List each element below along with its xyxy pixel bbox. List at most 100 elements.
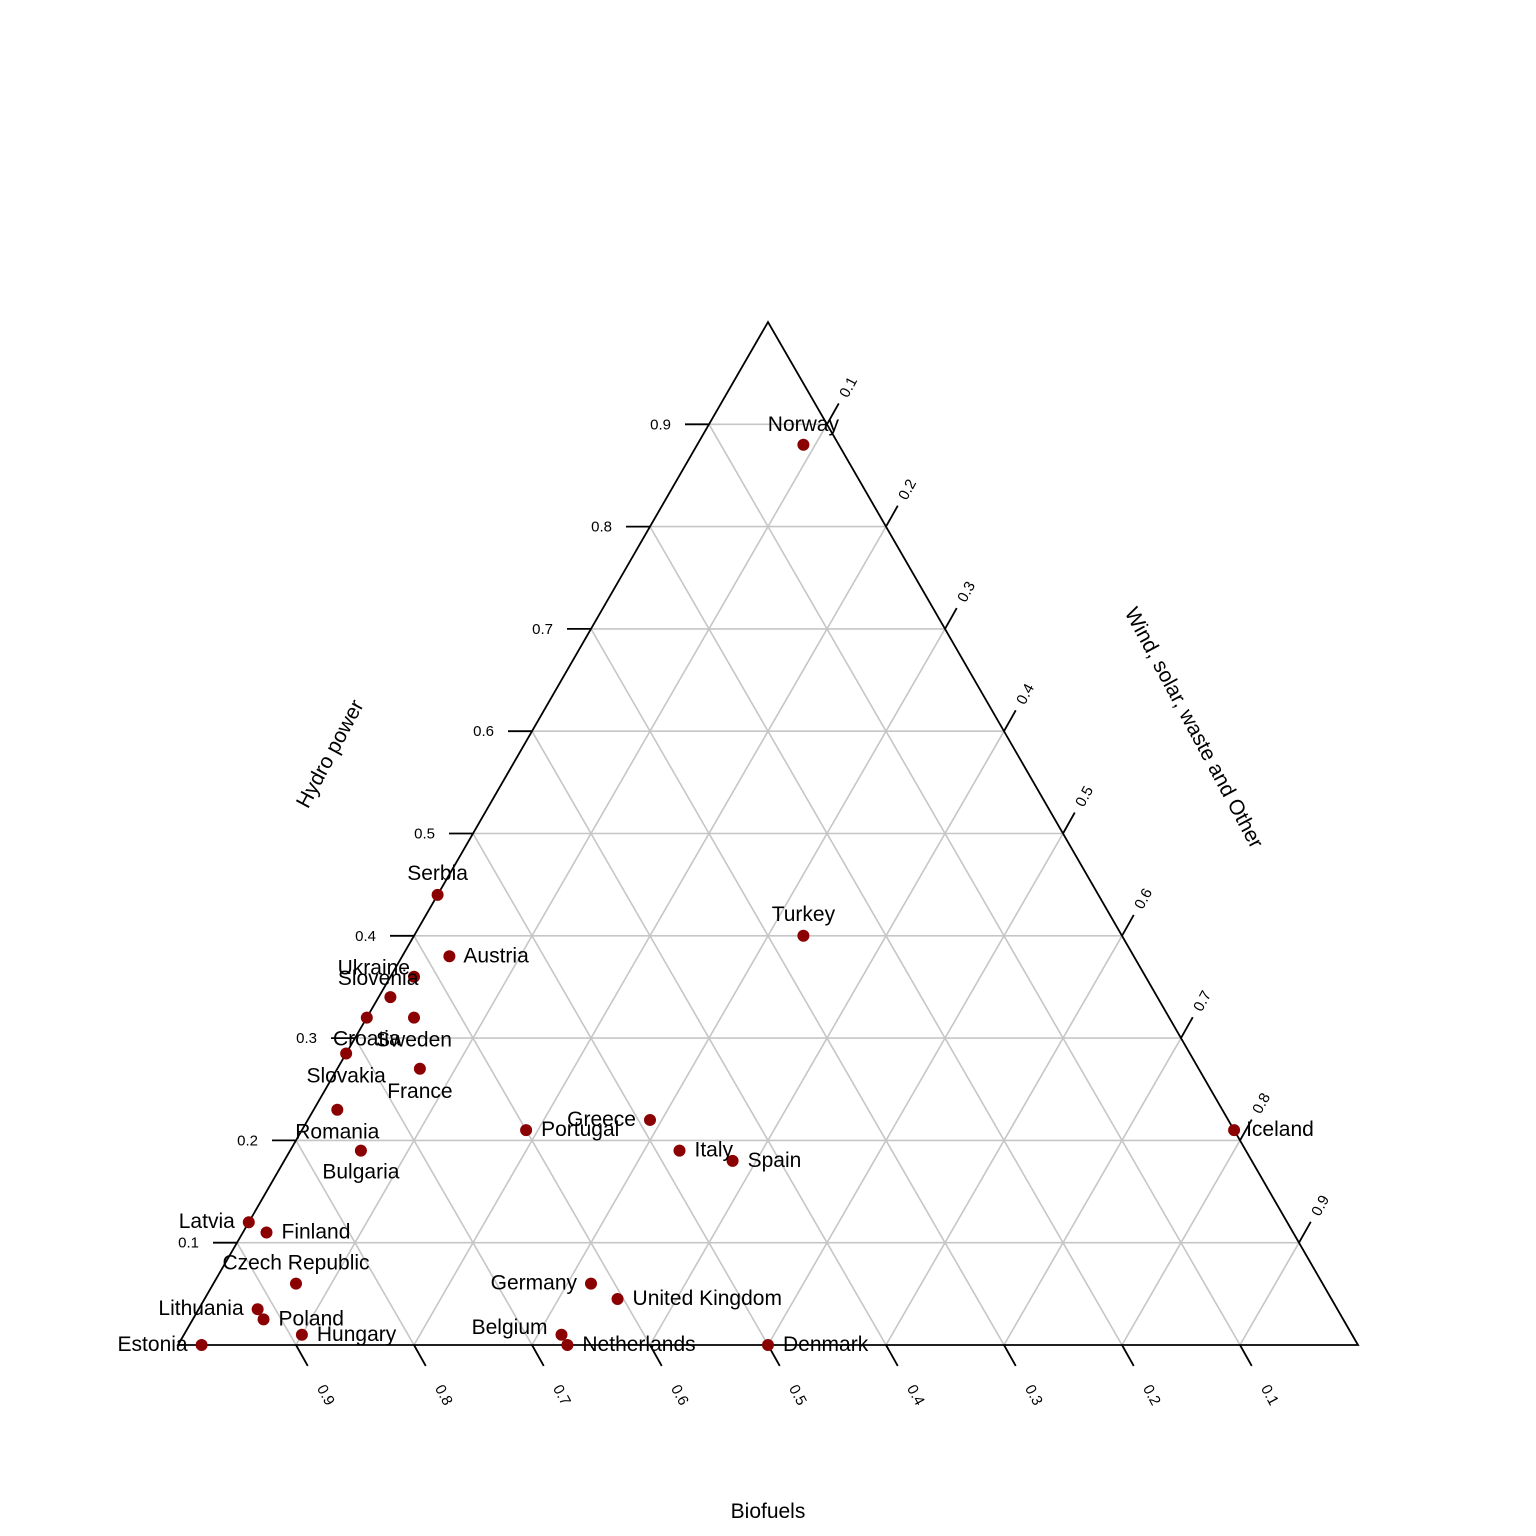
point-finland xyxy=(260,1226,273,1239)
label-ukraine: Ukraine xyxy=(338,957,410,980)
left-tick-label: 0.1 xyxy=(178,1235,199,1252)
label-slovenia: Slovenia xyxy=(338,967,419,990)
bottom-tick-label: 0.5 xyxy=(785,1382,810,1408)
label-italy: Italy xyxy=(695,1139,734,1162)
point-lithuania xyxy=(251,1303,264,1316)
label-united-kingdom: United Kingdom xyxy=(633,1287,782,1310)
label-lithuania: Lithuania xyxy=(158,1297,244,1320)
label-belgium: Belgium xyxy=(472,1316,548,1339)
left-tick-label: 0.8 xyxy=(591,519,612,536)
bottom-tick xyxy=(531,1344,545,1367)
left-tick-label: 0.6 xyxy=(473,723,494,740)
right-tick-label: 0.7 xyxy=(1190,988,1215,1014)
right-tick-label: 0.8 xyxy=(1249,1090,1274,1116)
bottom-tick xyxy=(1003,1344,1017,1367)
label-finland: Finland xyxy=(282,1220,351,1243)
point-united-kingdom xyxy=(611,1292,624,1305)
label-austria: Austria xyxy=(463,944,529,967)
grid-line-biofuels xyxy=(708,423,1241,1346)
point-serbia xyxy=(431,888,444,901)
bottom-tick xyxy=(885,1344,899,1367)
grid-line-biofuels xyxy=(354,1037,533,1346)
point-labels: Norway Serbia Turkey Austria UkraineSlovenia… xyxy=(118,413,1314,1356)
point-croatia xyxy=(360,1011,373,1024)
label-latvia: Latvia xyxy=(179,1210,235,1233)
left-tick-label: 0.9 xyxy=(650,416,671,433)
bottom-tick xyxy=(413,1344,427,1367)
point-denmark xyxy=(762,1339,774,1351)
grid-line-biofuels xyxy=(295,1140,415,1346)
point-iceland xyxy=(1228,1124,1241,1137)
label-bulgaria: Bulgaria xyxy=(322,1161,399,1184)
right-tick-label: 0.5 xyxy=(1072,783,1097,809)
grid-line-wind xyxy=(295,423,828,1346)
label-romania: Romania xyxy=(295,1121,379,1144)
right-tick-label: 0.2 xyxy=(895,476,920,502)
point-sweden xyxy=(408,1011,420,1024)
grid-line-biofuels xyxy=(236,1242,297,1346)
point-italy xyxy=(673,1144,686,1157)
label-sweden: Sweden xyxy=(376,1029,452,1052)
left-tick-label: 0.4 xyxy=(355,928,376,945)
grid-line-wind xyxy=(1239,1242,1300,1346)
left-tick-label: 0.5 xyxy=(414,826,435,843)
bottom-tick-label: 0.8 xyxy=(431,1382,456,1408)
point-france xyxy=(413,1062,426,1075)
right-tick xyxy=(1062,812,1076,834)
point-greece xyxy=(644,1113,656,1126)
bottom-tick xyxy=(1121,1344,1135,1367)
label-poland: Poland xyxy=(279,1307,344,1330)
bottom-tick xyxy=(295,1344,309,1367)
bottom-tick-label: 0.2 xyxy=(1139,1382,1164,1408)
right-tick xyxy=(885,505,899,528)
point-estonia xyxy=(195,1339,208,1351)
label-slovakia: Slovakia xyxy=(306,1064,386,1087)
point-romania xyxy=(331,1103,344,1116)
right-tick-label: 0.9 xyxy=(1308,1193,1333,1219)
left-axis-title: Hydro power xyxy=(292,696,369,812)
bottom-tick-label: 0.4 xyxy=(903,1382,928,1408)
grid-line-wind xyxy=(1003,1037,1182,1346)
label-norway: Norway xyxy=(768,413,840,436)
point-czech-republic xyxy=(290,1277,302,1290)
left-tick-label: 0.2 xyxy=(237,1132,258,1149)
right-tick xyxy=(826,402,840,425)
bottom-axis-title: Biofuels xyxy=(731,1500,806,1523)
right-tick xyxy=(1121,914,1135,937)
right-tick xyxy=(1180,1016,1194,1039)
label-czech-republic: Czech Republic xyxy=(222,1252,369,1275)
point-austria xyxy=(443,950,456,963)
right-tick-label: 0.6 xyxy=(1131,886,1156,912)
point-bulgaria xyxy=(354,1144,367,1157)
point-ukraine xyxy=(408,970,420,983)
label-iceland: Iceland xyxy=(1246,1118,1314,1141)
left-tick-label: 0.3 xyxy=(296,1030,317,1047)
grid-line-biofuels xyxy=(472,833,769,1346)
point-belgium xyxy=(555,1328,568,1341)
bottom-tick-label: 0.9 xyxy=(313,1382,338,1408)
point-slovenia xyxy=(384,991,397,1004)
right-tick xyxy=(1239,1119,1253,1141)
right-tick xyxy=(944,607,958,630)
label-france: France xyxy=(387,1080,452,1103)
point-hungary xyxy=(295,1328,308,1341)
grid-line-wind xyxy=(767,833,1064,1346)
label-portugal: Portugal xyxy=(541,1118,619,1141)
point-poland xyxy=(257,1313,270,1326)
bottom-tick-label: 0.1 xyxy=(1257,1382,1282,1408)
label-estonia: Estonia xyxy=(118,1333,188,1356)
point-spain xyxy=(726,1154,739,1167)
point-norway xyxy=(797,438,810,451)
point-portugal xyxy=(520,1124,533,1137)
label-turkey: Turkey xyxy=(772,903,836,926)
point-germany xyxy=(585,1277,597,1290)
right-tick-label: 0.4 xyxy=(1013,681,1038,707)
bottom-tick-label: 0.7 xyxy=(549,1382,574,1408)
bottom-tick-label: 0.6 xyxy=(667,1382,692,1408)
right-tick xyxy=(1003,709,1017,732)
grid-line-biofuels xyxy=(590,628,1005,1346)
label-netherlands: Netherlands xyxy=(582,1333,695,1356)
label-serbia: Serbia xyxy=(407,862,468,885)
right-tick xyxy=(1298,1221,1312,1244)
bottom-tick xyxy=(649,1344,663,1367)
